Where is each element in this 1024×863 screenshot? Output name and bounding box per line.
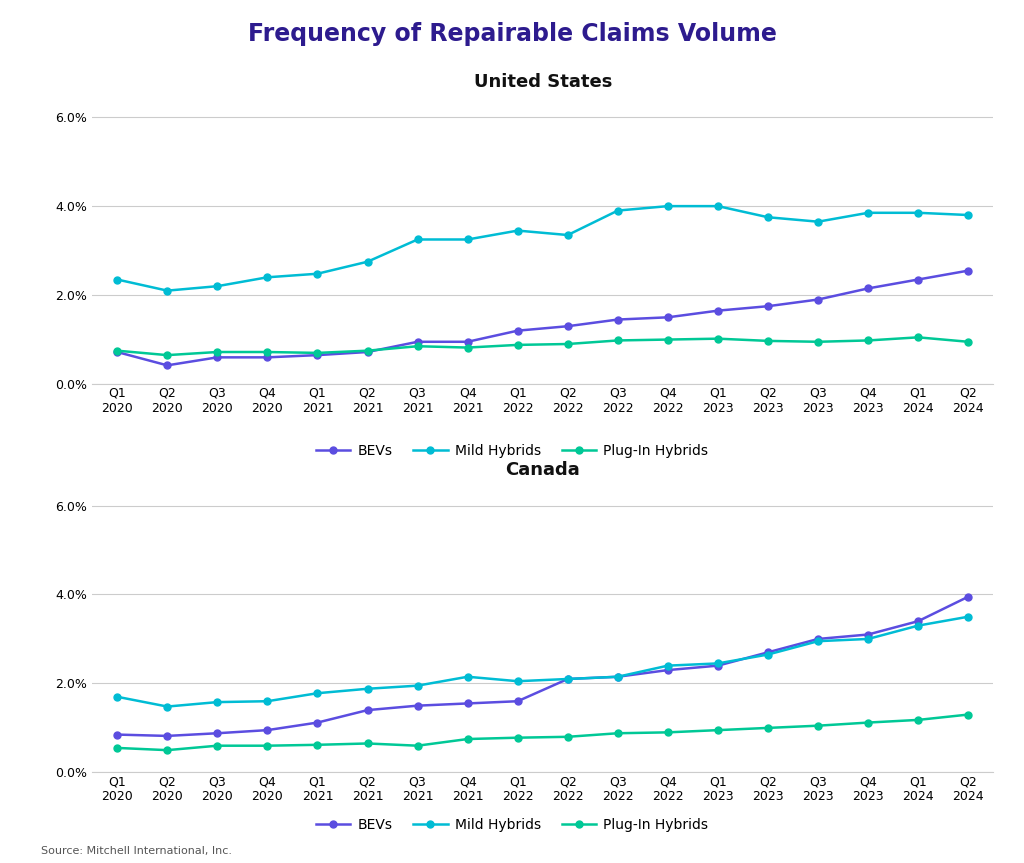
Text: Frequency of Repairable Claims Volume: Frequency of Repairable Claims Volume	[248, 22, 776, 46]
Legend: BEVs, Mild Hybrids, Plug-In Hybrids: BEVs, Mild Hybrids, Plug-In Hybrids	[310, 438, 714, 463]
Legend: BEVs, Mild Hybrids, Plug-In Hybrids: BEVs, Mild Hybrids, Plug-In Hybrids	[310, 812, 714, 837]
Text: Source: Mitchell International, Inc.: Source: Mitchell International, Inc.	[41, 846, 232, 856]
Title: United States: United States	[473, 72, 612, 91]
Title: Canada: Canada	[506, 461, 580, 479]
